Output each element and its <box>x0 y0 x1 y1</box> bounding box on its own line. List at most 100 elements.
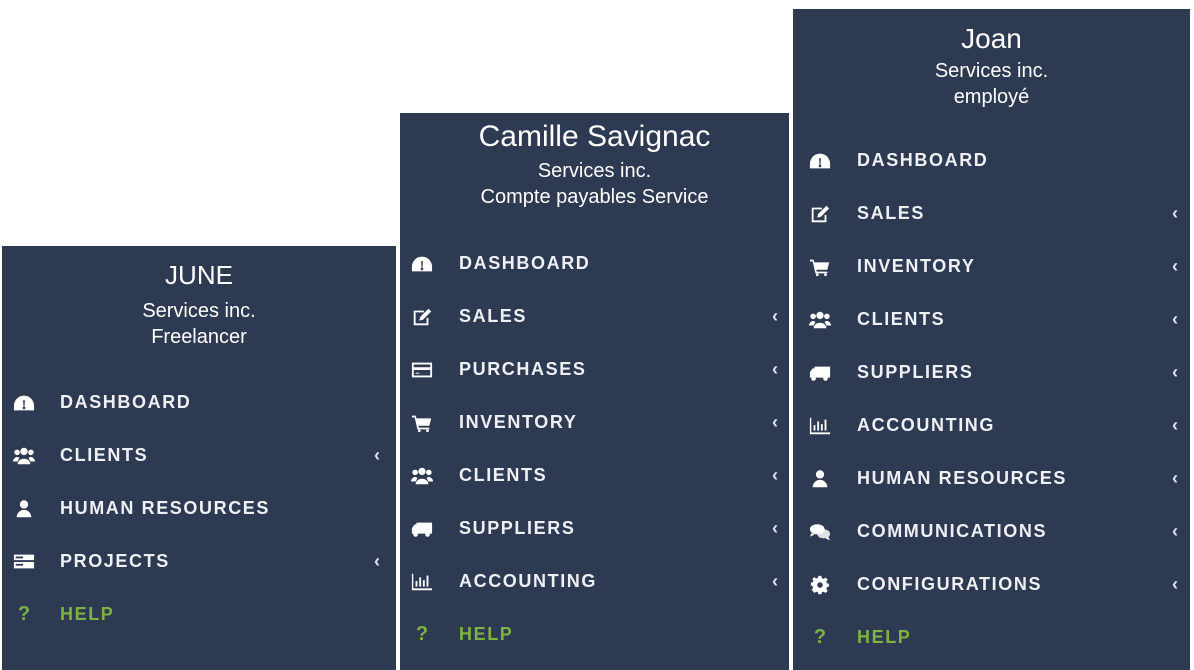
truck-icon <box>410 519 434 539</box>
menu-item-projects[interactable]: PROJECTS ‹ <box>2 535 396 588</box>
users-icon <box>410 466 434 486</box>
menu-item-label: CLIENTS <box>459 465 548 485</box>
user-role: employé <box>953 86 1030 108</box>
menu-item-label: CLIENTS <box>857 309 946 329</box>
sidebar-joan: Joan Services inc. employé DASHBOARD SALE… <box>793 9 1190 670</box>
menu-item-help[interactable]: ? HELP <box>2 588 396 641</box>
menu-item-accounting[interactable]: ACCOUNTING ‹ <box>793 399 1190 452</box>
question-icon: ? <box>415 623 429 645</box>
chevron-left-icon[interactable]: ‹ <box>1172 415 1178 435</box>
menu-item-accounting[interactable]: ACCOUNTING ‹ <box>400 555 789 608</box>
user-header: JUNE Services inc. Freelancer <box>2 246 396 350</box>
menu-item-label: ACCOUNTING <box>857 415 995 435</box>
chevron-left-icon[interactable]: ‹ <box>374 551 380 571</box>
cart-icon <box>410 413 434 433</box>
menu-item-help[interactable]: ? HELP <box>793 611 1190 664</box>
bar-chart-icon <box>410 572 434 592</box>
menu-item-inventory[interactable]: INVENTORY ‹ <box>400 396 789 449</box>
chevron-left-icon[interactable]: ‹ <box>1172 574 1178 594</box>
credit-card-icon <box>410 360 434 380</box>
menu-item-label: INVENTORY <box>857 256 976 276</box>
menu-item-clients[interactable]: CLIENTS ‹ <box>400 449 789 502</box>
menu-item-label: PROJECTS <box>60 551 170 571</box>
menu-item-label: INVENTORY <box>459 412 578 432</box>
user-icon <box>12 499 36 519</box>
menu-item-suppliers[interactable]: SUPPLIERS ‹ <box>793 346 1190 399</box>
user-header: Joan Services inc. employé <box>793 9 1190 110</box>
menu-item-label: HELP <box>857 627 912 647</box>
chevron-left-icon[interactable]: ‹ <box>772 465 778 485</box>
chevron-left-icon[interactable]: ‹ <box>374 445 380 465</box>
user-header: Camille Savignac Services inc. Compte pa… <box>400 113 789 210</box>
question-icon: ? <box>17 603 31 625</box>
chevron-left-icon[interactable]: ‹ <box>1172 521 1178 541</box>
menu-item-label: SALES <box>459 306 528 326</box>
menu-item-inventory[interactable]: INVENTORY ‹ <box>793 240 1190 293</box>
user-role: Freelancer <box>151 326 247 348</box>
menu-item-label: HUMAN RESOURCES <box>857 468 1068 488</box>
chevron-left-icon[interactable]: ‹ <box>772 359 778 379</box>
chevron-left-icon[interactable]: ‹ <box>1172 309 1178 329</box>
nav-menu: DASHBOARD SALES ‹ PURCHASES ‹ INVENTORY ‹ CLIEN… <box>400 237 789 661</box>
chevron-left-icon[interactable]: ‹ <box>1172 203 1178 223</box>
menu-item-suppliers[interactable]: SUPPLIERS ‹ <box>400 502 789 555</box>
chevron-left-icon[interactable]: ‹ <box>772 571 778 591</box>
chevron-left-icon[interactable]: ‹ <box>772 306 778 326</box>
server-icon <box>12 552 36 572</box>
users-icon <box>808 310 832 330</box>
menu-item-human-resources[interactable]: HUMAN RESOURCES <box>2 482 396 535</box>
menu-item-label: COMMUNICATIONS <box>857 521 1048 541</box>
user-company: Services inc. <box>537 160 652 182</box>
user-role: Compte payables Service <box>480 186 709 208</box>
menu-item-dashboard[interactable]: DASHBOARD <box>400 237 789 290</box>
user-name: JUNE <box>165 260 233 290</box>
nav-menu: DASHBOARD SALES ‹ INVENTORY ‹ CLIENTS ‹ SUPPLIE… <box>793 134 1190 664</box>
cart-icon <box>808 257 832 277</box>
menu-item-label: HELP <box>459 624 514 644</box>
menu-item-label: ACCOUNTING <box>459 571 597 591</box>
menu-item-sales[interactable]: SALES ‹ <box>400 290 789 343</box>
user-icon <box>808 469 832 489</box>
menu-item-label: DASHBOARD <box>459 253 591 273</box>
comments-icon <box>808 522 832 542</box>
menu-item-label: SALES <box>857 203 926 223</box>
sidebar-camille: Camille Savignac Services inc. Compte pa… <box>400 113 789 670</box>
chevron-left-icon[interactable]: ‹ <box>1172 468 1178 488</box>
menu-item-label: CLIENTS <box>60 445 149 465</box>
menu-item-label: HELP <box>60 604 115 624</box>
menu-item-help[interactable]: ? HELP <box>400 608 789 661</box>
menu-item-label: SUPPLIERS <box>857 362 974 382</box>
menu-item-communications[interactable]: COMMUNICATIONS ‹ <box>793 505 1190 558</box>
menu-item-dashboard[interactable]: DASHBOARD <box>793 134 1190 187</box>
menu-item-label: HUMAN RESOURCES <box>60 498 271 518</box>
menu-item-purchases[interactable]: PURCHASES ‹ <box>400 343 789 396</box>
chevron-left-icon[interactable]: ‹ <box>772 518 778 538</box>
question-icon: ? <box>813 626 827 648</box>
gear-icon <box>808 575 832 595</box>
user-name: Joan <box>961 23 1022 54</box>
chevron-left-icon[interactable]: ‹ <box>772 412 778 432</box>
dashboard-icon <box>12 393 36 413</box>
menu-item-configurations[interactable]: CONFIGURATIONS ‹ <box>793 558 1190 611</box>
dashboard-icon <box>808 151 832 171</box>
bar-chart-icon <box>808 416 832 436</box>
menu-item-label: PURCHASES <box>459 359 587 379</box>
nav-menu: DASHBOARD CLIENTS ‹ HUMAN RESOURCES PROJECTS… <box>2 376 396 641</box>
menu-item-dashboard[interactable]: DASHBOARD <box>2 376 396 429</box>
chevron-left-icon[interactable]: ‹ <box>1172 256 1178 276</box>
truck-icon <box>808 363 832 383</box>
sidebar-june: JUNE Services inc. Freelancer DASHBOARD C… <box>2 246 396 670</box>
edit-icon <box>808 204 832 224</box>
chevron-left-icon[interactable]: ‹ <box>1172 362 1178 382</box>
menu-item-sales[interactable]: SALES ‹ <box>793 187 1190 240</box>
menu-item-human-resources[interactable]: HUMAN RESOURCES ‹ <box>793 452 1190 505</box>
menu-item-clients[interactable]: CLIENTS ‹ <box>2 429 396 482</box>
user-company: Services inc. <box>934 60 1049 82</box>
menu-item-clients[interactable]: CLIENTS ‹ <box>793 293 1190 346</box>
menu-item-label: DASHBOARD <box>60 392 192 412</box>
menu-item-label: DASHBOARD <box>857 150 989 170</box>
users-icon <box>12 446 36 466</box>
menu-item-label: SUPPLIERS <box>459 518 576 538</box>
menu-item-label: CONFIGURATIONS <box>857 574 1043 594</box>
user-name: Camille Savignac <box>478 120 711 153</box>
